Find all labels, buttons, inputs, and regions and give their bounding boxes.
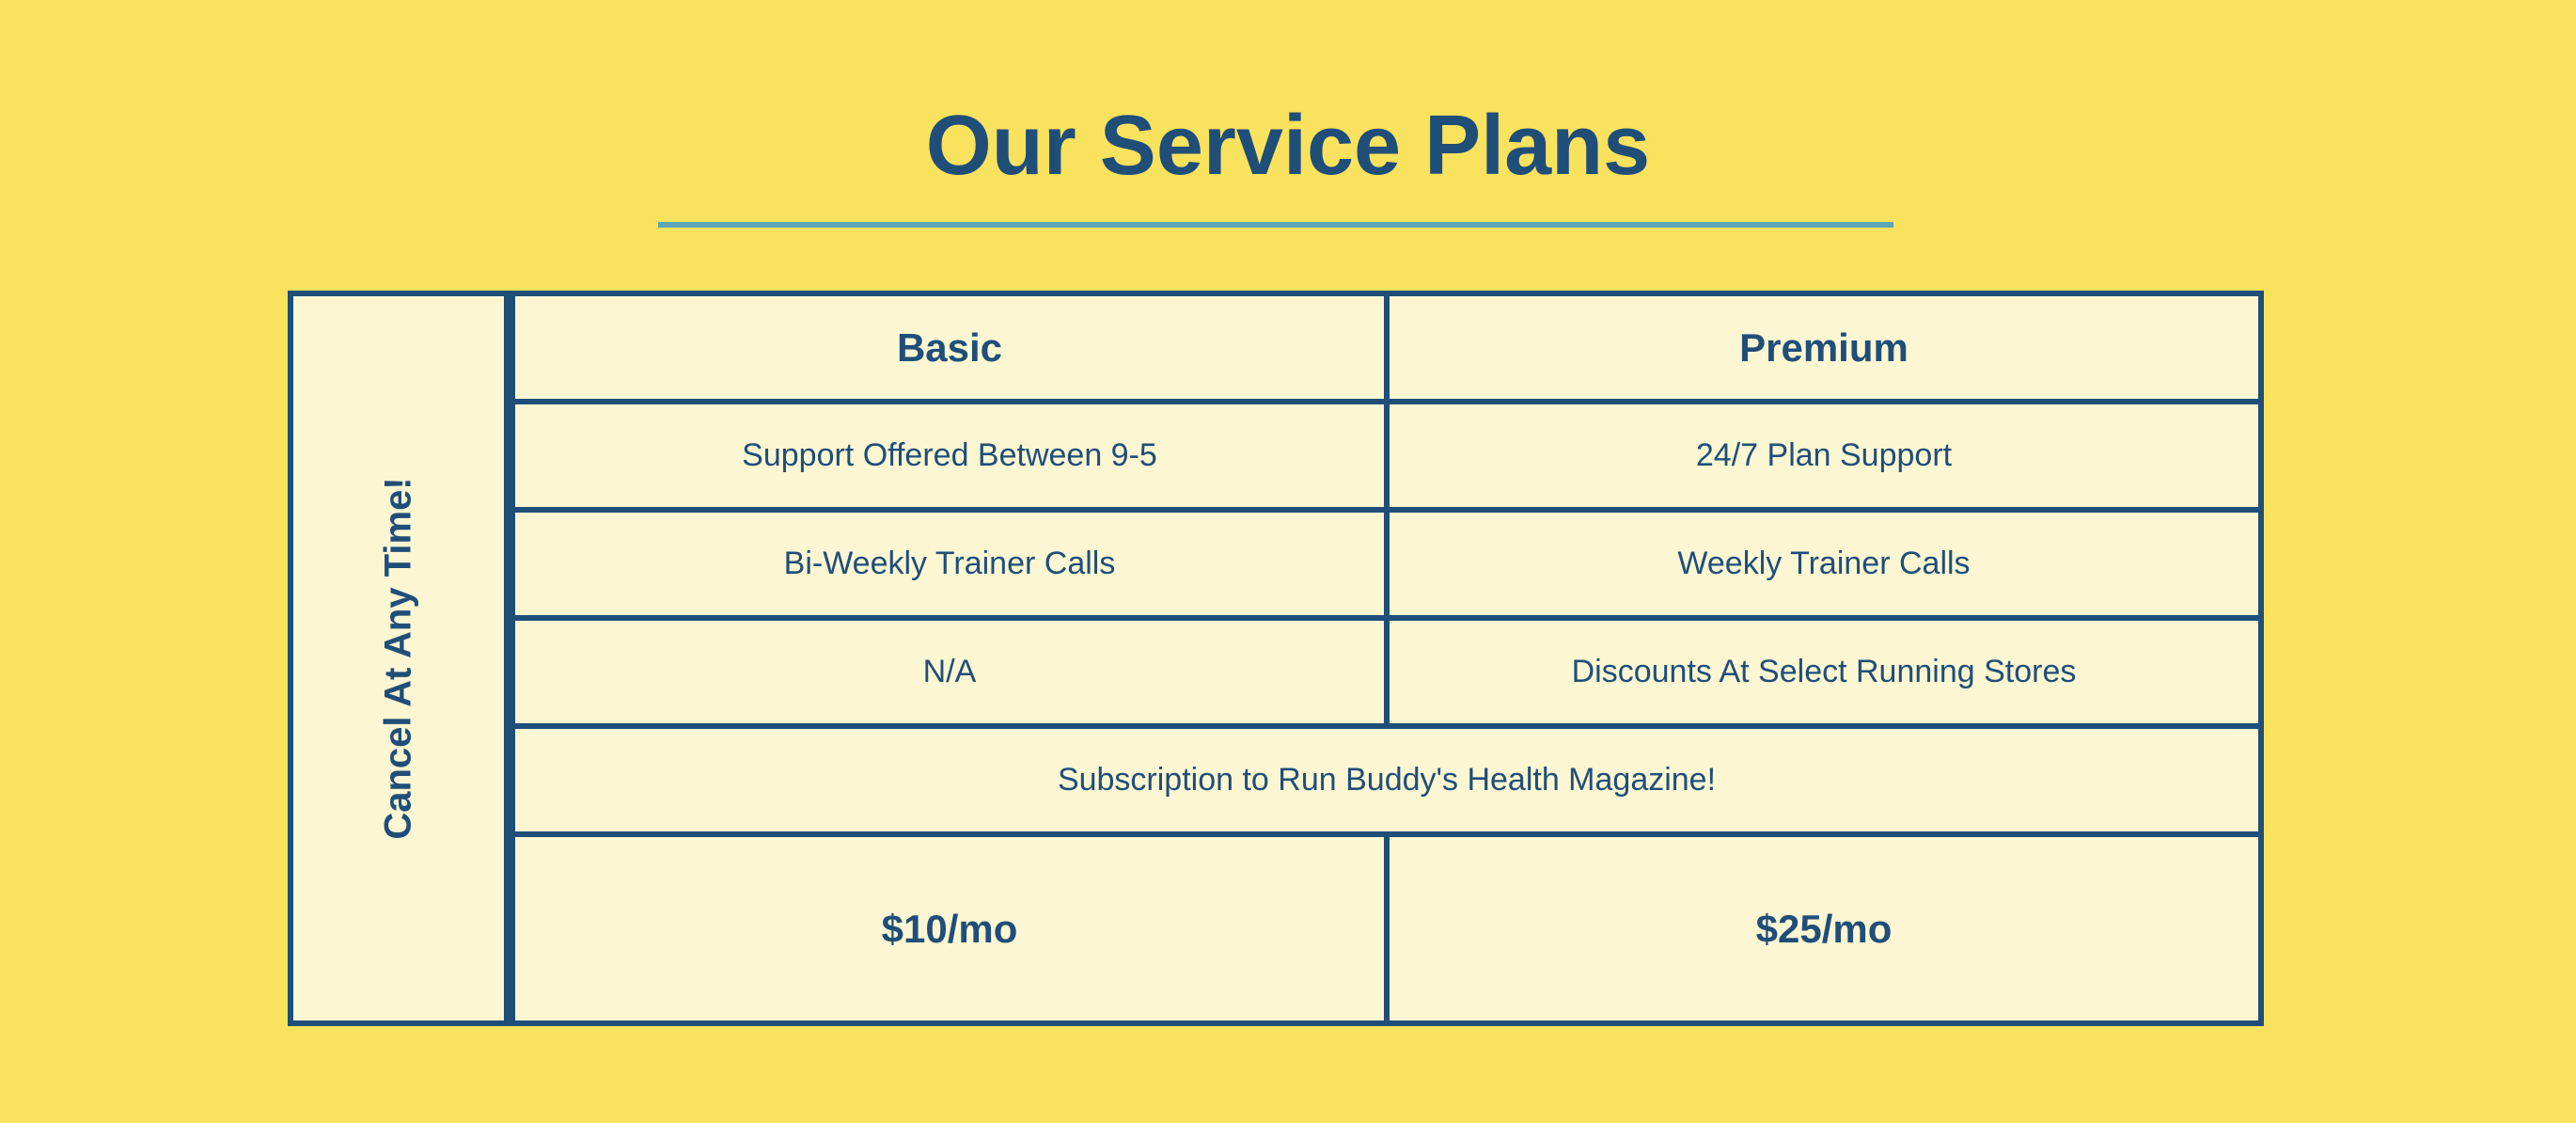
table-cell: Bi-Weekly Trainer Calls — [515, 513, 1384, 615]
service-plans-table: Cancel At Any Time! Basic Premium Suppor… — [288, 291, 2264, 1026]
table-cell: Support Offered Between 9-5 — [515, 404, 1384, 507]
price-basic: $10/mo — [515, 837, 1384, 1020]
cancel-anytime-label: Cancel At Any Time! — [377, 477, 419, 840]
table-cell: Discounts At Select Running Stores — [1390, 621, 2258, 723]
plan-header-basic: Basic — [515, 296, 1384, 399]
plans-grid: Basic Premium Support Offered Between 9-… — [510, 296, 2258, 1020]
table-cell: N/A — [515, 621, 1384, 723]
page-title: Our Service Plans — [925, 99, 1651, 193]
price-premium: $25/mo — [1390, 837, 2258, 1020]
plan-header-premium: Premium — [1390, 296, 2258, 399]
title-divider — [658, 222, 1893, 228]
side-label-cell: Cancel At Any Time! — [293, 296, 510, 1020]
shared-feature-cell: Subscription to Run Buddy's Health Magaz… — [515, 729, 2258, 831]
table-cell: 24/7 Plan Support — [1390, 404, 2258, 507]
table-cell: Weekly Trainer Calls — [1390, 513, 2258, 615]
